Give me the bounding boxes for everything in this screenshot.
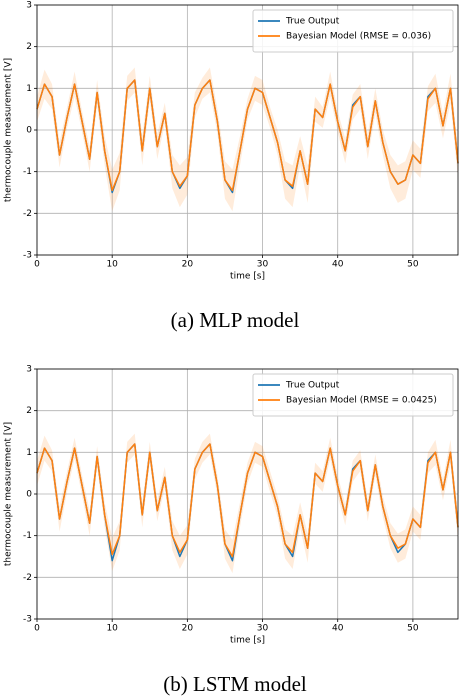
x-tick-label: 50 (407, 624, 419, 634)
subplot: 0 10 20 30 40 50 -3 -2 -1 0 1 2 3 time [s] thermocoupl… (4, 1, 459, 332)
y-axis-label: thermocouple measurement [V] (4, 58, 14, 202)
y-tick-label: 3 (26, 365, 32, 375)
subplot: 0 10 20 30 40 50 -3 -2 -1 0 1 2 3 time [s] thermocoupl… (4, 365, 459, 696)
line (36, 443, 459, 558)
x-tick-label: 10 (106, 624, 118, 634)
y-tick-label: 1 (26, 84, 32, 94)
x-tick-label: 0 (34, 260, 40, 270)
y-tick-label: 3 (26, 1, 32, 11)
legend-label: Bayesian Model (RMSE = 0.036) (286, 32, 431, 42)
x-tick-label: 40 (332, 260, 344, 270)
axes-frame (36, 4, 459, 256)
x-tick-label: 0 (34, 624, 40, 634)
legend-label: True Output (285, 381, 340, 391)
x-axis-label: time [s] (230, 636, 265, 646)
x-tick-label: 20 (182, 260, 194, 270)
x-axis-label: time [s] (230, 272, 265, 282)
y-tick-label: 2 (26, 42, 32, 52)
y-tick-label: -1 (23, 531, 32, 541)
line (36, 79, 459, 192)
legend-box (252, 9, 454, 53)
x-tick-label: 40 (332, 624, 344, 634)
legend-label: True Output (285, 17, 340, 27)
x-tick-label: 50 (407, 260, 419, 270)
axes-frame (36, 368, 459, 620)
x-tick-label: 30 (257, 260, 269, 270)
caption: (b) LSTM model (163, 672, 307, 696)
uncertainty-band (37, 433, 458, 574)
y-axis-label: thermocouple measurement [V] (4, 422, 14, 566)
legend-box (252, 373, 454, 417)
uncertainty-band (37, 67, 458, 212)
x-tick-label: 20 (182, 624, 194, 634)
y-tick-label: -3 (23, 251, 32, 261)
y-tick-label: -3 (23, 615, 32, 625)
y-tick-label: 0 (26, 490, 32, 500)
y-tick-label: 0 (26, 126, 32, 136)
x-tick-label: 10 (106, 260, 118, 270)
y-tick-label: 2 (26, 406, 32, 416)
caption: (a) MLP model (171, 308, 300, 332)
y-tick-label: -1 (23, 167, 32, 177)
x-tick-label: 30 (257, 624, 269, 634)
legend-label: Bayesian Model (RMSE = 0.0425) (286, 396, 437, 406)
y-tick-label: -2 (23, 209, 32, 219)
y-tick-label: 1 (26, 448, 32, 458)
y-tick-label: -2 (23, 573, 32, 583)
